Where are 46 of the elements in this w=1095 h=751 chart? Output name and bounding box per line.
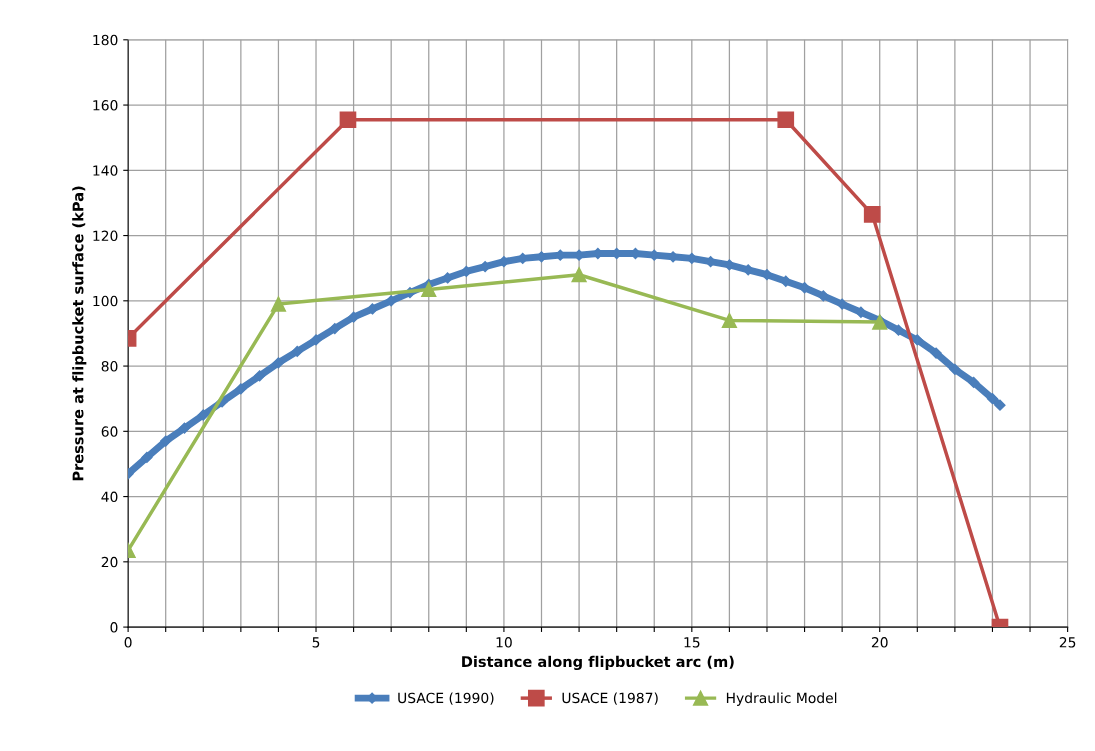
point [291,345,303,357]
legend-label: USACE (1987) [562,692,658,705]
point [347,311,360,323]
point [863,206,881,223]
x-tick-label: 10 [496,637,512,648]
point [986,393,999,405]
point [197,409,209,421]
x-axis-title: Distance along flipbucket arc (m) [462,655,734,671]
point [777,111,795,129]
point [949,363,961,375]
point [235,383,247,395]
legend-label: Hydraulic Model [726,692,837,706]
x-tick-label: 0 [124,637,132,648]
point [270,296,287,312]
point [366,303,378,315]
y-tick-label: 140 [93,165,118,176]
point [141,451,153,464]
point [254,370,266,382]
x-tick-label: 15 [684,637,700,648]
point [994,399,1006,411]
y-tick-label: 40 [101,491,118,503]
legend-label: USACE (1990) [398,692,494,705]
y-tick-label: 180 [93,34,118,46]
point [571,267,587,283]
y-tick-label: 60 [101,426,118,437]
point [178,422,191,434]
y-axis-title: Pressure at flipbucket surface (kPa) [72,186,87,481]
point [721,312,738,329]
point [272,357,285,369]
point [385,295,397,307]
point [836,298,848,310]
point [339,111,357,129]
y-tick-label: 160 [93,100,118,111]
point [160,435,172,447]
y-tick-label: 100 [93,295,118,307]
point [817,290,829,302]
point [329,322,341,335]
x-tick-label: 25 [1059,637,1076,648]
y-tick-label: 80 [101,361,118,372]
y-tick-label: 120 [93,230,118,242]
x-tick-label: 5 [312,637,320,648]
point [421,281,437,298]
y-tick-label: 0 [110,622,118,633]
y-tick-label: 20 [101,556,118,568]
x-tick-label: 20 [871,637,888,648]
point [968,376,980,388]
